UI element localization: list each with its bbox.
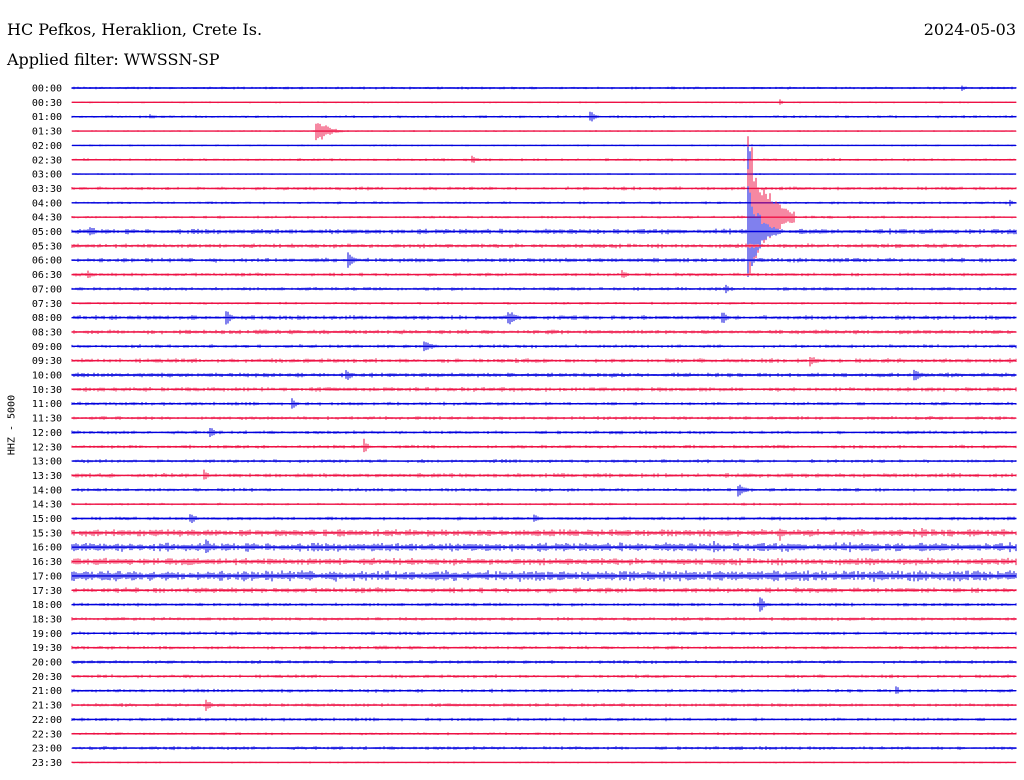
time-tick-label: 10:30 bbox=[32, 385, 62, 396]
time-tick-label: 20:30 bbox=[32, 672, 62, 683]
time-tick-label: 12:00 bbox=[32, 428, 62, 439]
time-tick-label: 16:00 bbox=[32, 543, 62, 554]
time-tick-label: 17:30 bbox=[32, 586, 62, 597]
date-label: 2024-05-03 bbox=[923, 20, 1016, 39]
trace-row-1400 bbox=[71, 484, 1017, 497]
trace-row-0430 bbox=[71, 147, 1017, 275]
time-tick-label: 18:30 bbox=[32, 614, 62, 625]
time-tick-label: 18:00 bbox=[32, 600, 62, 611]
time-tick-label: 08:30 bbox=[32, 327, 62, 338]
time-tick-label: 05:30 bbox=[32, 241, 62, 252]
time-tick-label: 14:30 bbox=[32, 500, 62, 511]
time-tick-label: 21:30 bbox=[32, 701, 62, 712]
time-tick-label: 12:30 bbox=[32, 442, 62, 453]
time-tick-label: 00:00 bbox=[32, 84, 62, 95]
time-tick-label: 10:00 bbox=[32, 371, 62, 382]
time-tick-label: 00:30 bbox=[32, 98, 62, 109]
trace-row-1530 bbox=[71, 528, 1017, 541]
station-title: HC Pefkos, Heraklion, Crete Is. bbox=[7, 20, 263, 39]
time-tick-label: 14:00 bbox=[32, 485, 62, 496]
time-tick-label: 11:00 bbox=[32, 399, 62, 410]
trace-row-0400 bbox=[71, 146, 1017, 252]
trace-row-1600 bbox=[71, 539, 1017, 553]
time-tick-label: 21:00 bbox=[32, 686, 62, 697]
time-tick-label: 07:00 bbox=[32, 284, 62, 295]
time-tick-label: 16:30 bbox=[32, 557, 62, 568]
trace-row-0930 bbox=[71, 357, 1017, 367]
time-tick-label: 06:30 bbox=[32, 270, 62, 281]
time-tick-label: 17:00 bbox=[32, 571, 62, 582]
trace-row-1330 bbox=[71, 469, 1017, 480]
time-tick-label: 11:30 bbox=[32, 414, 62, 425]
time-tick-label: 09:00 bbox=[32, 342, 62, 353]
time-tick-label: 20:00 bbox=[32, 658, 62, 669]
time-tick-label: 09:30 bbox=[32, 356, 62, 367]
time-tick-label: 19:30 bbox=[32, 643, 62, 654]
time-tick-label: 01:00 bbox=[32, 112, 62, 123]
time-tick-label: 08:00 bbox=[32, 313, 62, 324]
time-tick-label: 15:00 bbox=[32, 514, 62, 525]
time-tick-label: 13:00 bbox=[32, 457, 62, 468]
time-tick-label: 04:00 bbox=[32, 198, 62, 209]
time-tick-label: 23:00 bbox=[32, 744, 62, 755]
time-tick-label: 19:00 bbox=[32, 629, 62, 640]
filter-label: Applied filter: WWSSN-SP bbox=[7, 50, 220, 69]
time-tick-label: 02:30 bbox=[32, 155, 62, 166]
time-tick-label: 03:00 bbox=[32, 170, 62, 181]
time-tick-label: 07:30 bbox=[32, 299, 62, 310]
time-tick-label: 04:30 bbox=[32, 213, 62, 224]
time-tick-label: 03:30 bbox=[32, 184, 62, 195]
time-tick-label: 01:30 bbox=[32, 127, 62, 138]
time-tick-label: 15:30 bbox=[32, 528, 62, 539]
trace-row-1230 bbox=[71, 438, 1017, 453]
time-tick-label: 02:00 bbox=[32, 141, 62, 152]
time-tick-label: 06:00 bbox=[32, 256, 62, 267]
time-tick-label: 13:30 bbox=[32, 471, 62, 482]
time-tick-label: 22:00 bbox=[32, 715, 62, 726]
time-tick-label: 05:00 bbox=[32, 227, 62, 238]
time-tick-label: 22:30 bbox=[32, 729, 62, 740]
time-tick-label: 23:30 bbox=[32, 758, 62, 769]
